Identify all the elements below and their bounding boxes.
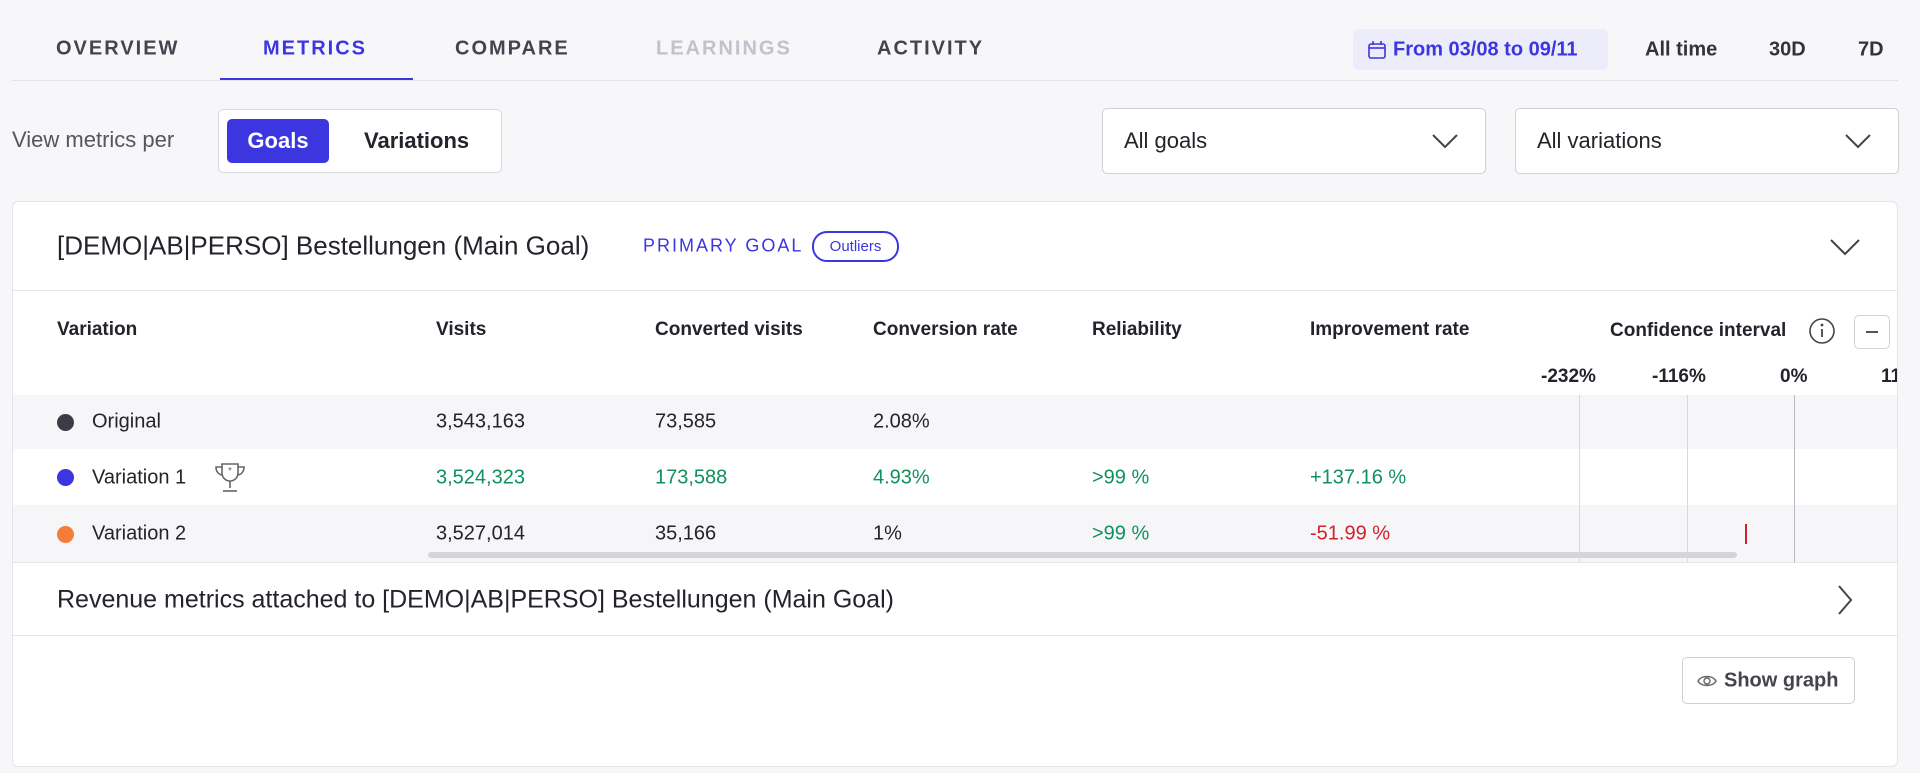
ci-tick: -232% <box>1541 366 1596 387</box>
ci-tick: 0% <box>1780 366 1808 387</box>
outliers-pill[interactable]: Outliers <box>812 231 899 262</box>
tab-underline <box>220 78 413 81</box>
collapse-chevron[interactable] <box>1829 236 1861 258</box>
show-graph-label: Show graph <box>1724 669 1839 692</box>
cell: 35,166 <box>655 522 717 545</box>
cell: >99 % <box>1092 522 1150 545</box>
winner-trophy: * <box>215 463 245 492</box>
dot <box>57 469 74 486</box>
cell: 3,524,323 <box>436 466 525 489</box>
eye-icon <box>1697 675 1717 687</box>
date-button[interactable]: From 03/08 to 09/11 <box>1353 29 1608 70</box>
calendar-icon <box>1368 41 1386 59</box>
goal-card: [DEMO|AB|PERSO] Bestellungen (Main Goal)… <box>12 201 1898 767</box>
ci-mark <box>1745 524 1747 544</box>
scrollbar[interactable] <box>428 552 1737 558</box>
view-label: View metrics per <box>12 127 175 152</box>
ci-grid <box>1794 395 1795 562</box>
col-header: Confidence interval <box>1610 320 1787 341</box>
time-range[interactable]: 7D <box>1858 38 1884 61</box>
tab-active[interactable]: METRICS <box>263 37 367 60</box>
col-header: Reliability <box>1092 319 1182 340</box>
tab-disabled: LEARNINGS <box>656 37 792 60</box>
toggle-variations[interactable]: Variations <box>364 128 470 153</box>
cell: 3,527,014 <box>436 522 525 545</box>
primary-badge: PRIMARY GOAL <box>643 235 804 256</box>
cell: Original <box>92 410 161 433</box>
dot <box>57 414 74 431</box>
show-graph-button[interactable]: Show graph <box>1682 657 1855 704</box>
goal-title: [DEMO|AB|PERSO] Bestellungen (Main Goal) <box>57 230 590 261</box>
col-header: Visits <box>436 319 487 340</box>
cell: +137.16 % <box>1310 466 1407 489</box>
info-icon[interactable] <box>1808 317 1836 345</box>
cell: 73,585 <box>655 410 717 433</box>
tab[interactable]: ACTIVITY <box>877 37 985 60</box>
cell: -51.99 % <box>1310 522 1391 545</box>
divider <box>12 80 1898 81</box>
cell: 3,543,163 <box>436 410 525 433</box>
ci-tick: -116% <box>1652 366 1706 387</box>
cell: >99 % <box>1092 466 1150 489</box>
divider <box>13 562 1897 563</box>
dropdown-value: All goals <box>1124 128 1208 153</box>
date-range: From 03/08 to 09/11 <box>1393 38 1578 61</box>
col-header: Improvement rate <box>1310 319 1470 340</box>
chevron-down <box>1845 134 1871 149</box>
zoom-out-button[interactable] <box>1854 315 1890 349</box>
ci-tick: 116% <box>1881 366 1897 387</box>
dot <box>57 526 74 543</box>
cell: Variation 2 <box>92 522 187 545</box>
time-range[interactable]: 30D <box>1769 38 1806 61</box>
col-header: Converted visits <box>655 319 803 340</box>
tab[interactable]: OVERVIEW <box>56 37 180 60</box>
svg-text:*: * <box>228 466 232 477</box>
toggle-goals[interactable]: Goals <box>227 119 329 163</box>
cell: 2.08% <box>873 410 930 433</box>
cell: 4.93% <box>873 466 930 489</box>
ci-grid <box>1687 395 1688 562</box>
col-header: Variation <box>57 319 138 340</box>
cell: 1% <box>873 522 902 545</box>
ci-grid <box>1579 395 1580 562</box>
cell: 173,588 <box>655 466 728 489</box>
col-header: Conversion rate <box>873 319 1018 340</box>
divider <box>13 635 1897 636</box>
expand-chevron[interactable] <box>1835 584 1855 616</box>
dropdown-value: All variations <box>1537 128 1662 153</box>
revenue-title: Revenue metrics attached to [DEMO|AB|PER… <box>57 585 894 614</box>
time-range[interactable]: All time <box>1645 38 1718 61</box>
tab[interactable]: COMPARE <box>455 37 570 60</box>
chevron-down <box>1432 134 1458 149</box>
divider <box>13 290 1897 291</box>
toggle: Goals Variations <box>218 109 502 173</box>
dropdown[interactable]: All variations <box>1515 108 1899 174</box>
dropdown[interactable]: All goals <box>1102 108 1486 174</box>
row-bg <box>13 395 1897 449</box>
cell: Variation 1 <box>92 466 187 489</box>
